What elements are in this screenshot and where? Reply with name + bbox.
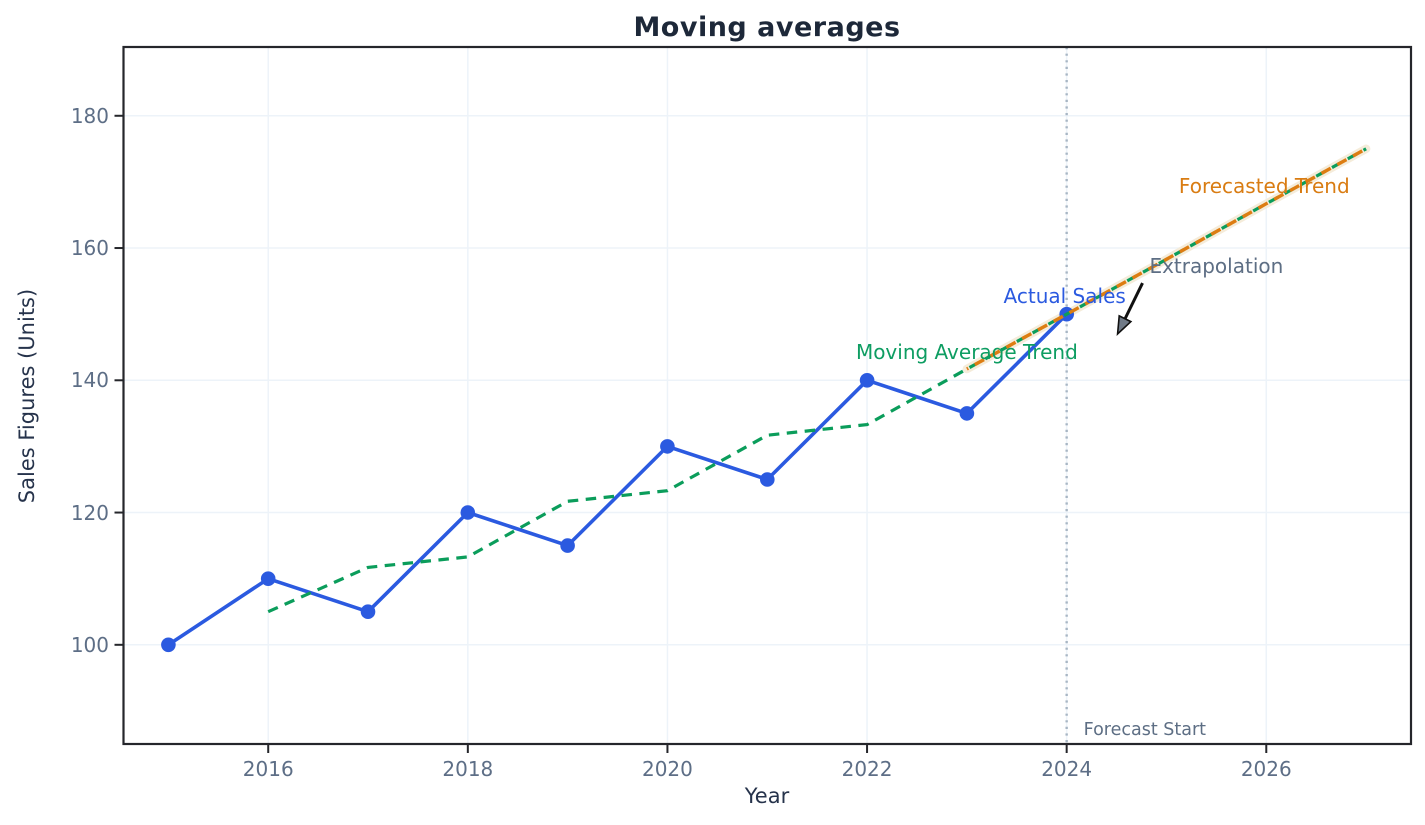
x-tick-label: 2016 xyxy=(242,757,294,781)
extrapolation-arrow-shaft xyxy=(1123,282,1144,320)
forecast-line xyxy=(966,147,1367,371)
y-tick-label: 140 xyxy=(70,368,109,393)
forecast-start-label: Forecast Start xyxy=(1077,719,1213,742)
extrapolation-arrow-head xyxy=(1116,314,1133,337)
y-tick-label: 100 xyxy=(70,632,109,657)
x-tick-label: 2024 xyxy=(1041,757,1093,781)
actual-sales-line xyxy=(167,312,1068,647)
actual-sales-marker xyxy=(161,637,176,653)
plot-border xyxy=(122,45,1413,746)
actual-sales-marker xyxy=(260,571,276,586)
actual-sales-marker xyxy=(660,439,675,454)
x-axis-label: Year xyxy=(744,784,790,808)
actual-sales-marker xyxy=(959,406,975,421)
chart-title: Moving averages xyxy=(633,12,901,43)
extrapolation-label: Extrapolation xyxy=(1149,253,1284,278)
actual-sales-marker xyxy=(360,604,376,619)
x-tick-label: 2020 xyxy=(641,757,693,781)
x-tick-label: 2018 xyxy=(442,757,494,781)
actual-sales-label: Actual Sales xyxy=(1003,284,1126,309)
y-axis-label: Sales Figures (Units) xyxy=(15,288,39,504)
y-tick-label: 160 xyxy=(70,236,109,261)
actual-sales-marker xyxy=(760,472,775,487)
forecasted-trend-label: Forecasted Trend xyxy=(1178,173,1350,198)
x-tick-label: 2026 xyxy=(1240,757,1292,781)
moving-average-trend-label: Moving Average Trend xyxy=(855,339,1078,364)
actual-sales-marker xyxy=(560,538,575,553)
x-tick-label: 2022 xyxy=(841,757,893,781)
actual-sales-marker xyxy=(859,373,875,388)
actual-sales-marker xyxy=(460,505,476,520)
y-tick-label: 180 xyxy=(70,103,109,128)
y-tick-label: 120 xyxy=(70,500,109,525)
